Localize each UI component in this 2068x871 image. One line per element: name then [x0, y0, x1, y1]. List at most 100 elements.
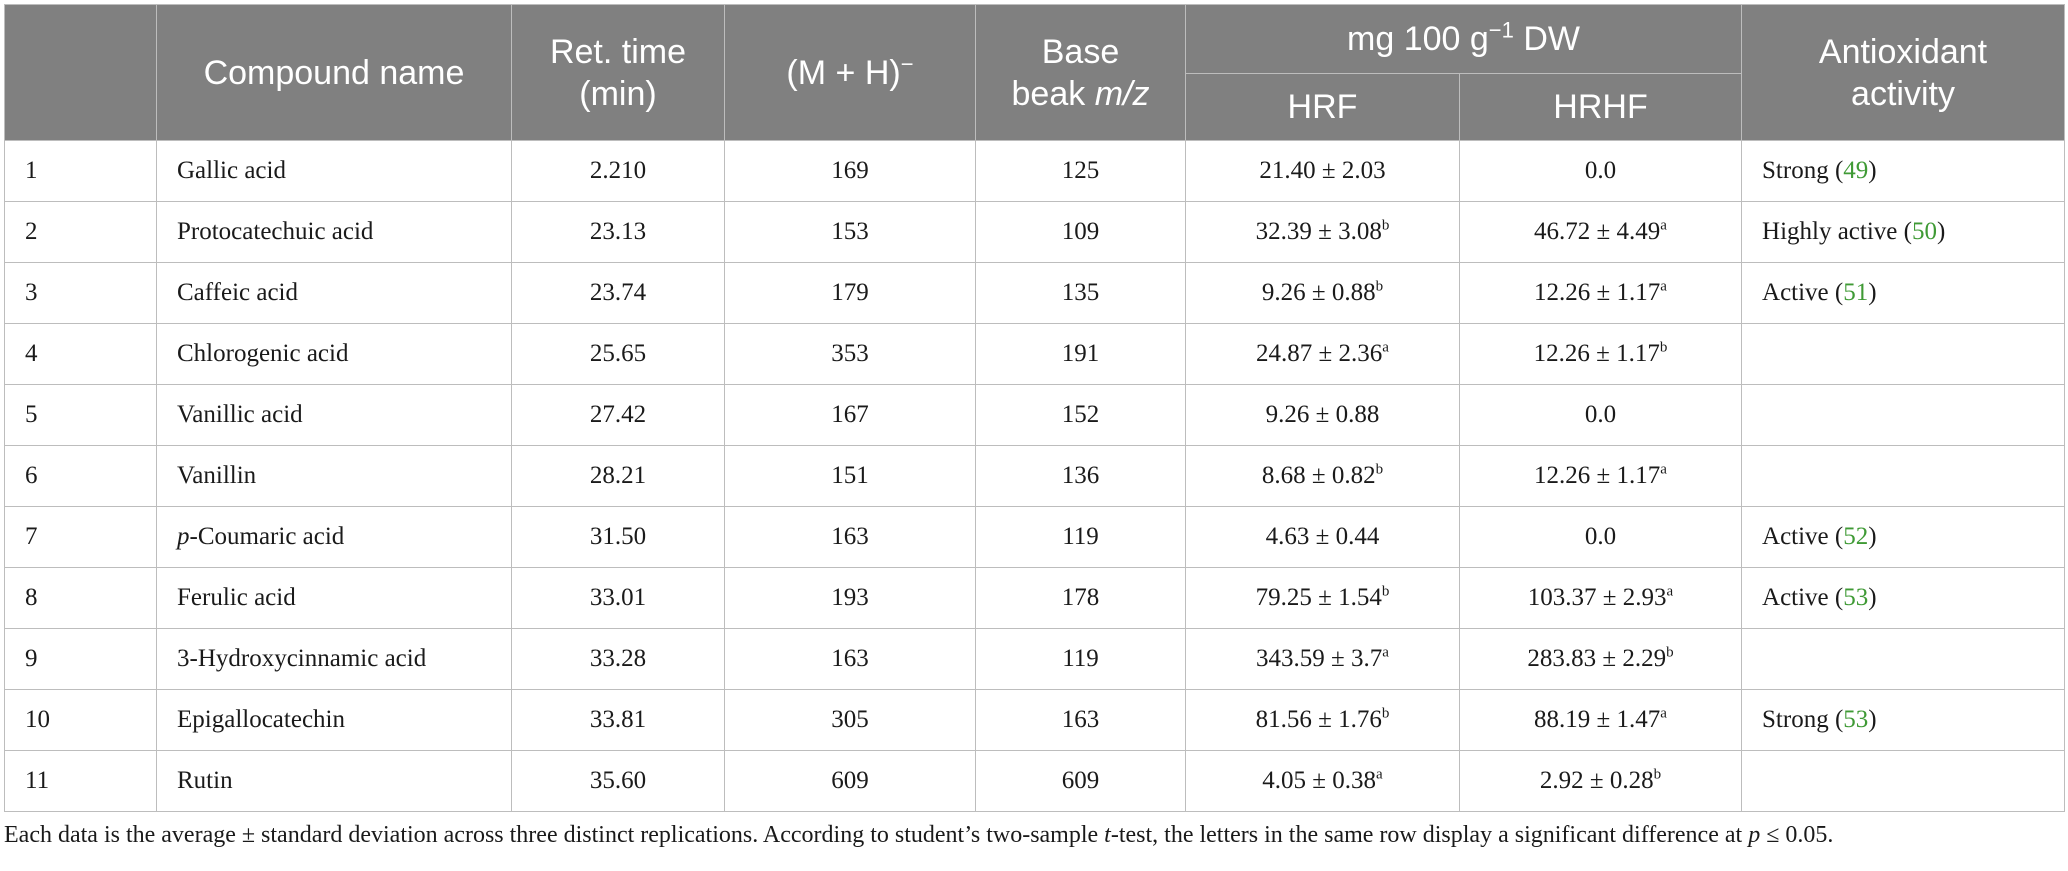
- cell-index: 5: [4, 384, 157, 446]
- cell-m-plus-h: 353: [724, 323, 976, 385]
- cell-antioxidant: [1741, 750, 2066, 812]
- table-header: Compound name Ret. time (min) (M + H)− B…: [4, 4, 2066, 141]
- cell-m-plus-h: 193: [724, 567, 976, 629]
- cell-m-plus-h: 179: [724, 262, 976, 324]
- cell-m-plus-h: 169: [724, 140, 976, 202]
- cell-ret-time: 33.28: [511, 628, 725, 690]
- hrhf-value: 12.26 ± 1.17: [1533, 340, 1660, 367]
- reference-link[interactable]: 49: [1843, 157, 1869, 184]
- cell-antioxidant: Strong (53): [1741, 689, 2066, 751]
- compound-name-text: Gallic acid: [177, 157, 286, 184]
- cell-antioxidant: Active (51): [1741, 262, 2066, 324]
- header-ret-time: Ret. time (min): [511, 4, 725, 141]
- cell-hrhf: 88.19 ± 1.47a: [1458, 689, 1743, 751]
- cell-hrhf: 2.92 ± 0.28b: [1458, 750, 1743, 812]
- cell-compound-name: Chlorogenic acid: [156, 323, 512, 385]
- hrf-value: 4.05 ± 0.38: [1262, 767, 1377, 794]
- cell-index: 7: [4, 506, 157, 568]
- cell-hrhf: 0.0: [1458, 506, 1743, 568]
- cell-antioxidant: Active (53): [1741, 567, 2066, 629]
- reference-link[interactable]: 53: [1843, 584, 1869, 611]
- cell-base-peak: 609: [975, 750, 1186, 812]
- cell-hrf: 32.39 ± 3.08b: [1185, 201, 1460, 263]
- hrhf-letter: a: [1660, 461, 1667, 478]
- hrf-letter: b: [1381, 217, 1390, 234]
- hrhf-letter: b: [1666, 644, 1674, 661]
- hrf-value: 81.56 ± 1.76: [1255, 706, 1382, 733]
- activity-text: Active (: [1762, 523, 1844, 550]
- hrhf-value: 103.37 ± 2.93: [1527, 584, 1667, 611]
- reference-link[interactable]: 50: [1911, 218, 1937, 245]
- cell-base-peak: 119: [975, 628, 1186, 690]
- hrf-value: 24.87 ± 2.36: [1256, 340, 1383, 367]
- cell-index: 11: [4, 750, 157, 812]
- table-body: 1 Gallic acid 2.210 169 125 21.40 ± 2.03 0.0 St…: [4, 140, 2066, 812]
- table-row: 4 Chlorogenic acid 25.65 353 191 24.87 ± 2.36…: [4, 323, 2066, 385]
- cell-hrf: 4.63 ± 0.44: [1185, 506, 1460, 568]
- cell-compound-name: Epigallocatechin: [156, 689, 512, 751]
- cell-base-peak: 152: [975, 384, 1186, 446]
- hrf-value: 79.25 ± 1.54: [1255, 584, 1382, 611]
- cell-compound-name: Caffeic acid: [156, 262, 512, 324]
- activity-close: ): [1868, 279, 1877, 306]
- compound-name-text: Vanillic acid: [177, 401, 303, 428]
- header-ret-time-unit: (min): [579, 74, 657, 113]
- reference-link[interactable]: 52: [1843, 523, 1869, 550]
- reference-link[interactable]: 51: [1843, 279, 1869, 306]
- cell-hrf: 21.40 ± 2.03: [1185, 140, 1460, 202]
- cell-antioxidant: Active (52): [1741, 506, 2066, 568]
- cell-m-plus-h: 153: [724, 201, 976, 263]
- hrf-value: 21.40 ± 2.03: [1259, 157, 1386, 184]
- cell-base-peak: 191: [975, 323, 1186, 385]
- cell-ret-time: 23.74: [511, 262, 725, 324]
- cell-hrhf: 46.72 ± 4.49a: [1458, 201, 1743, 263]
- hrhf-letter: a: [1660, 705, 1667, 722]
- compound-name-text: Protocatechuic acid: [177, 218, 374, 245]
- cell-compound-name: Protocatechuic acid: [156, 201, 512, 263]
- hrf-value: 8.68 ± 0.82: [1261, 462, 1376, 489]
- cell-index: 2: [4, 201, 157, 263]
- cell-hrhf: 0.0: [1458, 140, 1743, 202]
- table-row: 1 Gallic acid 2.210 169 125 21.40 ± 2.03 0.0 St…: [4, 140, 2066, 202]
- activity-text: Active (: [1762, 279, 1844, 306]
- footnote-t: t: [1104, 822, 1111, 848]
- header-base-peak: Base beak m/z: [975, 4, 1186, 141]
- header-base-peak-mz: m/z: [1094, 74, 1150, 113]
- cell-ret-time: 33.01: [511, 567, 725, 629]
- table-row: 7 p-Coumaric acid 31.50 163 119 4.63 ± 0.44 0.…: [4, 506, 2066, 568]
- cell-compound-name: p-Coumaric acid: [156, 506, 512, 568]
- hrhf-value: 0.0: [1584, 157, 1617, 184]
- cell-compound-name: Vanillic acid: [156, 384, 512, 446]
- hrhf-letter: b: [1653, 766, 1662, 783]
- hrf-value: 9.26 ± 0.88: [1261, 279, 1376, 306]
- reference-link[interactable]: 53: [1843, 706, 1869, 733]
- cell-antioxidant: [1741, 628, 2066, 690]
- cell-ret-time: 25.65: [511, 323, 725, 385]
- hrhf-value: 0.0: [1584, 523, 1617, 550]
- hrhf-value: 88.19 ± 1.47: [1534, 706, 1661, 733]
- compound-name-text: 3-Hydroxycinnamic acid: [177, 645, 427, 672]
- cell-hrhf: 0.0: [1458, 384, 1743, 446]
- header-index: [4, 4, 157, 141]
- cell-ret-time: 35.60: [511, 750, 725, 812]
- cell-ret-time: 33.81: [511, 689, 725, 751]
- activity-text: Strong (: [1762, 706, 1844, 733]
- cell-index: 9: [4, 628, 157, 690]
- header-antioxidant: Antioxidant activity: [1741, 4, 2066, 141]
- header-mg-label: mg 100 g: [1347, 20, 1489, 58]
- activity-text: Highly active (: [1762, 218, 1912, 245]
- compound-name-text: Vanillin: [177, 462, 257, 489]
- hrhf-letter: a: [1660, 278, 1667, 295]
- cell-antioxidant: [1741, 445, 2066, 507]
- cell-antioxidant: Strong (49): [1741, 140, 2066, 202]
- header-hrhf: HRHF: [1458, 73, 1743, 141]
- table-row: 2 Protocatechuic acid 23.13 153 109 32.39 ± 3…: [4, 201, 2066, 263]
- cell-base-peak: 119: [975, 506, 1186, 568]
- cell-m-plus-h: 609: [724, 750, 976, 812]
- hrhf-letter: a: [1666, 583, 1674, 600]
- hrhf-letter: a: [1660, 217, 1667, 234]
- activity-close: ): [1936, 218, 1946, 245]
- cell-hrf: 8.68 ± 0.82b: [1185, 445, 1460, 507]
- compound-name-text: -Coumaric acid: [189, 523, 345, 550]
- cell-antioxidant: [1741, 323, 2066, 385]
